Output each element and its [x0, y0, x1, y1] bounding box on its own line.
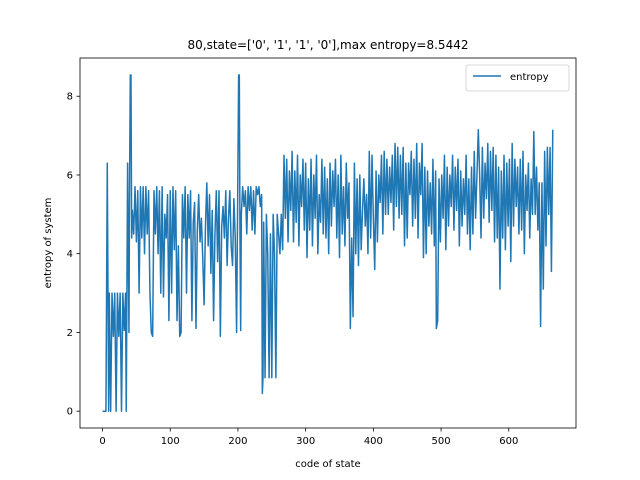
x-tick-label: 0 [99, 436, 105, 447]
x-tick-label: 600 [499, 436, 518, 447]
x-tick-label: 200 [228, 436, 247, 447]
y-tick-label: 6 [67, 170, 73, 181]
y-tick-label: 4 [67, 249, 73, 260]
x-tick-label: 400 [364, 436, 383, 447]
y-tick-label: 8 [67, 92, 73, 103]
y-tick-label: 0 [67, 407, 73, 418]
y-tick-label: 2 [67, 328, 73, 339]
series-line-entropy [102, 74, 554, 412]
y-axis-label: entropy of system [43, 198, 54, 289]
legend-box [465, 64, 570, 92]
x-tick-label: 100 [161, 436, 180, 447]
legend-label-entropy: entropy [510, 72, 549, 83]
axes-frame [79, 57, 577, 429]
x-tick-label: 300 [296, 436, 315, 447]
chart-title: 80,state=['0', '1', '1', '0'],max entrop… [188, 38, 469, 52]
x-axis-label: code of state [295, 459, 360, 470]
x-tick-label: 500 [432, 436, 451, 447]
y-axis: 0 2 4 6 8 [67, 92, 80, 418]
legend: entropy [465, 64, 570, 92]
plot-area [102, 74, 554, 412]
x-axis: 0 100 200 300 400 500 600 [99, 428, 518, 447]
